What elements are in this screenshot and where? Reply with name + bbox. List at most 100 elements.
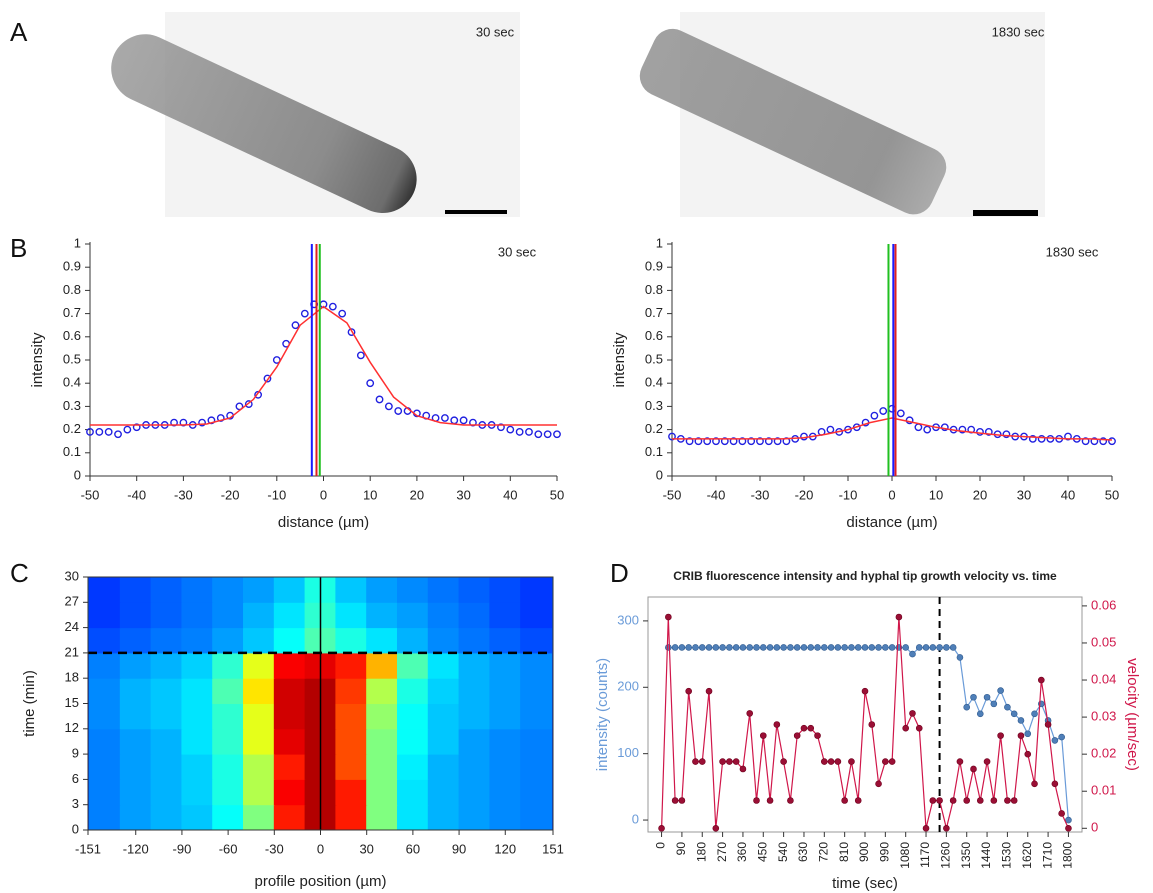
heatmap-cell (243, 804, 275, 830)
x-tick-label: 1170 (918, 842, 932, 868)
heatmap-cell (89, 677, 121, 704)
x-tick-label: 90 (452, 841, 466, 856)
data-point (1046, 434, 1055, 443)
data-point (826, 425, 835, 434)
heatmap-cell (335, 627, 368, 654)
heatmap-cell (150, 804, 183, 830)
y-tick-label: 0.8 (63, 282, 81, 297)
heatmap-cell (458, 577, 491, 603)
heatmap-cell (243, 652, 275, 679)
heatmap-cell (273, 652, 306, 679)
y-tick-label: 0.9 (645, 259, 663, 274)
data-point (692, 758, 699, 765)
data-point (95, 428, 104, 436)
data-point (668, 432, 676, 441)
data-point (997, 732, 1004, 739)
x-tick-label: 900 (857, 842, 871, 862)
x-tick-label: 1260 (939, 842, 953, 869)
data-point (739, 765, 747, 773)
data-point (685, 437, 694, 446)
data-point (834, 758, 842, 765)
heatmap-cell (273, 753, 306, 780)
heatmap-cell (273, 703, 306, 730)
heatmap-cell (243, 577, 275, 603)
heatmap-cell (489, 778, 522, 806)
heatmap-cell (427, 627, 460, 654)
x-axis-label: distance (µm) (278, 514, 369, 531)
x-tick-label: 90 (674, 842, 688, 856)
y-tick-label: 1 (656, 235, 663, 250)
data-point (915, 644, 923, 651)
data-point (719, 644, 726, 651)
data-point (984, 428, 993, 436)
x-tick-label: -10 (267, 487, 286, 502)
x-tick-label: 720 (816, 842, 830, 862)
data-point (671, 797, 679, 804)
data-point (1002, 430, 1011, 439)
heatmap-cell (458, 703, 491, 730)
data-point (738, 437, 747, 446)
heatmap-cell (181, 703, 214, 730)
data-point (719, 758, 726, 765)
data-point (909, 650, 916, 658)
x-tick-label: -60 (219, 841, 238, 856)
data-point (459, 416, 468, 425)
data-point (875, 644, 882, 651)
heatmap-cell (366, 601, 398, 629)
x-tick-label: 0 (317, 841, 324, 856)
data-point (922, 644, 930, 651)
y-tick-label: 0.2 (645, 421, 663, 436)
panel-label: C (10, 558, 29, 588)
data-point (773, 721, 781, 728)
heatmap-cell (89, 627, 121, 654)
data-point (114, 430, 122, 439)
heatmap-cell (458, 804, 491, 830)
data-point (896, 409, 905, 418)
x-tick-label: 50 (550, 487, 564, 502)
heatmap-cell (150, 703, 183, 730)
heatmap-cell (89, 778, 121, 806)
data-point (943, 644, 950, 651)
heatmap-cell (366, 804, 398, 830)
y-tick-label: 0.6 (63, 328, 81, 343)
heatmap-cell (212, 577, 245, 603)
y-tick-label: 0 (72, 821, 79, 836)
y-tick-label: 21 (65, 644, 79, 659)
data-point (747, 437, 756, 446)
data-point (1037, 434, 1046, 443)
heatmap-cell (212, 804, 245, 830)
y-tick-label: 0 (656, 467, 663, 482)
y-tick-label: 0.05 (1091, 634, 1116, 649)
data-point (104, 428, 113, 436)
data-point (780, 644, 787, 651)
data-point (827, 644, 835, 651)
data-point (338, 309, 347, 318)
heatmap-cell (335, 577, 368, 603)
heatmap-cell (335, 778, 368, 806)
panel-label: B (10, 233, 27, 263)
data-point (1064, 432, 1072, 441)
heatmap-cell (458, 627, 491, 654)
data-point (366, 379, 375, 388)
x-tick-label: 1530 (1000, 842, 1014, 869)
heatmap-cell (89, 703, 121, 730)
heatmap-cell (181, 778, 214, 806)
data-point (515, 428, 524, 436)
heatmap-cell (366, 577, 398, 603)
heatmap-cell (520, 627, 552, 654)
data-point (773, 644, 781, 651)
data-point (553, 430, 561, 439)
heatmap-cell (243, 677, 275, 704)
data-point (888, 644, 896, 651)
data-point (882, 644, 889, 651)
heatmap-cell (181, 804, 214, 830)
data-point (685, 687, 692, 695)
data-point (263, 374, 272, 383)
heatmap-cell (150, 577, 183, 603)
heatmap-cell (458, 677, 491, 704)
heatmap-cell (427, 728, 460, 755)
data-point (976, 428, 984, 436)
y-tick-label: 27 (65, 594, 79, 609)
y-axis-label: intensity (29, 332, 46, 388)
heatmap-cell (212, 627, 245, 654)
